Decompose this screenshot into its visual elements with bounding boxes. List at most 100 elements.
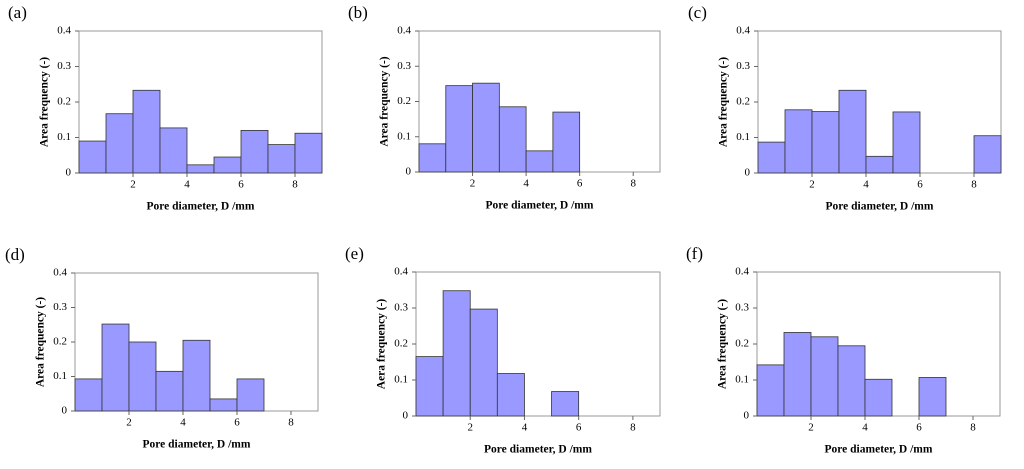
bar [240, 129, 269, 174]
bar [236, 378, 265, 412]
bar [498, 106, 527, 173]
x-tick-label: 6 [577, 178, 583, 190]
y-tick-label: 0.2 [394, 338, 408, 350]
bar [213, 156, 242, 174]
x-tick-label: 2 [809, 179, 815, 191]
y-axis-label: Area frequency (-) [718, 57, 730, 147]
x-tick-label: 4 [522, 422, 528, 434]
bar [837, 345, 866, 417]
y-tick-label: 0.4 [53, 267, 67, 279]
y-axis-label: Area frequency (-) [379, 56, 391, 146]
x-tick-label: 8 [292, 179, 298, 191]
x-tick-label: 8 [970, 422, 976, 434]
bar [496, 373, 525, 417]
x-axis-label: Pore diameter, D /mm [484, 444, 592, 456]
y-tick-label: 0.3 [736, 60, 750, 72]
y-tick-label: 0.4 [57, 25, 71, 37]
y-tick-label: 0.1 [57, 131, 71, 143]
panel-label: (d) [5, 245, 25, 264]
y-tick-label: 0 [62, 405, 68, 417]
y-tick-label: 0.2 [736, 96, 750, 108]
y-tick-label: 0.2 [397, 95, 411, 107]
x-tick-label: 4 [863, 179, 869, 191]
y-tick-label: 0.1 [53, 370, 67, 382]
bar [552, 111, 581, 173]
x-axis-label: Pore diameter, D /mm [486, 200, 594, 212]
x-tick-label: 2 [130, 179, 136, 191]
y-tick-label: 0.2 [735, 338, 749, 350]
bar [209, 398, 238, 412]
x-tick-label: 2 [470, 178, 476, 190]
y-tick-label: 0.4 [735, 266, 749, 278]
y-tick-label: 0.4 [394, 266, 408, 278]
y-tick-label: 0.3 [57, 60, 71, 72]
x-tick-label: 4 [523, 178, 529, 190]
y-tick-label: 0 [403, 410, 409, 422]
y-tick-label: 0.1 [394, 374, 408, 386]
bar [445, 85, 473, 173]
panel-label: (b) [348, 3, 368, 22]
bar [784, 109, 813, 174]
y-axis-label: Area frequency (-) [717, 299, 729, 389]
x-tick-label: 4 [184, 179, 190, 191]
bar [811, 111, 840, 174]
x-tick-label: 4 [862, 422, 868, 434]
x-tick-label: 6 [916, 422, 922, 434]
bar [892, 111, 921, 174]
x-tick-label: 6 [576, 422, 582, 434]
bar [757, 141, 786, 174]
bar [442, 290, 471, 417]
y-tick-label: 0.4 [397, 25, 411, 37]
y-tick-label: 0.2 [57, 96, 71, 108]
bar [973, 135, 1002, 174]
x-axis-label: Pore diameter, D /mm [826, 201, 934, 213]
y-tick-label: 0 [745, 167, 751, 179]
bar [810, 336, 839, 417]
x-tick-label: 6 [917, 179, 923, 191]
bar [415, 356, 444, 417]
x-tick-label: 4 [180, 417, 186, 429]
y-tick-label: 0.1 [736, 131, 750, 143]
y-tick-label: 0 [744, 410, 750, 422]
x-axis-label: Pore diameter, D /mm [143, 439, 251, 451]
y-tick-label: 0.4 [736, 25, 750, 37]
x-tick-label: 2 [126, 417, 132, 429]
y-tick-label: 0.1 [397, 130, 411, 142]
panel-label: (f) [686, 244, 703, 263]
bar [525, 150, 554, 173]
bar [159, 127, 188, 174]
bar [865, 155, 894, 174]
x-tick-label: 8 [630, 178, 636, 190]
bar [469, 308, 498, 417]
bar [101, 323, 130, 412]
y-tick-label: 0.3 [397, 60, 411, 72]
bar [182, 339, 211, 412]
bar [756, 364, 785, 417]
x-axis-label: Pore diameter, D /mm [147, 201, 255, 213]
x-tick-label: 8 [630, 422, 636, 434]
y-tick-label: 0.3 [735, 302, 749, 314]
x-tick-label: 8 [971, 179, 977, 191]
y-tick-label: 0.1 [735, 374, 749, 386]
bar [918, 377, 947, 417]
bar [294, 132, 323, 174]
bar [132, 89, 161, 174]
bar [74, 378, 103, 412]
panel-label: (e) [345, 244, 364, 263]
panel-label: (a) [8, 3, 27, 22]
x-tick-label: 8 [288, 417, 294, 429]
y-tick-label: 0 [406, 166, 412, 178]
y-tick-label: 0.2 [53, 336, 67, 348]
bar [551, 391, 580, 417]
bar [472, 82, 500, 173]
y-axis-label: Aera frequency (-) [376, 299, 388, 390]
bar [783, 332, 812, 417]
x-tick-label: 6 [238, 179, 244, 191]
bar [864, 378, 893, 417]
y-axis-label: Area frequency (-) [39, 57, 51, 147]
y-tick-label: 0 [66, 167, 72, 179]
bar [186, 164, 215, 174]
x-axis-label: Pore diameter, D /mm [825, 444, 933, 456]
